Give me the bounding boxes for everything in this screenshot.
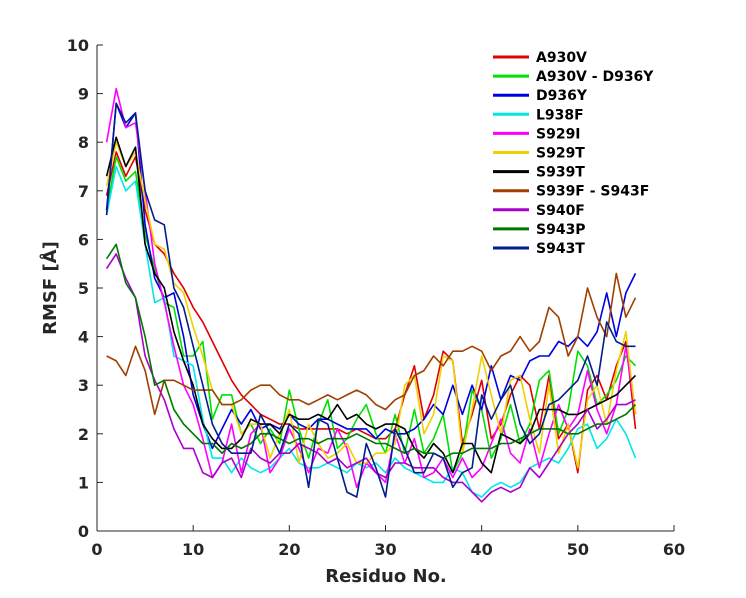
y-tick-label: 3: [78, 376, 89, 395]
y-tick-label: 2: [78, 425, 89, 444]
series-line-s940f: [105, 253, 636, 503]
x-tick-label: 0: [91, 540, 102, 559]
legend-item: A930V - D936Y: [493, 69, 654, 85]
legend-label: L938F: [536, 107, 584, 123]
series-lines: [105, 87, 637, 503]
series-line-s929i: [105, 87, 637, 489]
y-tick-label: 0: [78, 522, 89, 541]
legend-item: S939F - S943F: [493, 184, 649, 200]
x-axis-label: Residuo No.: [325, 566, 447, 587]
legend-label: S943T: [536, 241, 585, 257]
axes: [96, 44, 675, 532]
legend-item: D936Y: [493, 88, 588, 104]
series-line-a930v: [105, 151, 637, 474]
legend-item: S943P: [493, 222, 586, 238]
legend-label: A930V: [536, 50, 587, 66]
x-tick-label: 50: [567, 540, 589, 559]
legend-item: S943T: [493, 241, 585, 257]
legend-item: S929I: [493, 126, 581, 142]
tick-labels: 0 1 2 3 4 5 6 7 8 9 10 0 10 20 30 40 50 60: [67, 36, 685, 559]
y-axis-label: RMSF [Å]: [38, 241, 61, 335]
legend-item: S939T: [493, 165, 585, 181]
y-tick-label: 8: [78, 133, 89, 152]
y-tick-label: 4: [78, 328, 89, 347]
legend-label: A930V - D936Y: [536, 69, 654, 85]
series-line-s939f-s943f: [106, 272, 637, 416]
legend-label: S939F - S943F: [536, 184, 649, 200]
legend-item: A930V: [493, 50, 587, 66]
y-tick-label: 7: [78, 182, 89, 201]
legend-label: D936Y: [536, 88, 588, 104]
legend-label: S939T: [536, 165, 585, 181]
series-line-s943p: [105, 243, 637, 459]
legend-label: S929I: [536, 126, 581, 142]
legend-label: S940F: [536, 203, 585, 219]
y-tick-label: 1: [78, 473, 89, 492]
x-tick-label: 40: [471, 540, 493, 559]
y-tick-label: 5: [78, 279, 89, 298]
x-tick-label: 20: [278, 540, 300, 559]
x-tick-label: 10: [182, 540, 204, 559]
series-line-s943t: [105, 102, 636, 498]
series-line-d936y: [105, 102, 637, 450]
legend-label: S929T: [536, 146, 585, 162]
x-tick-label: 60: [663, 540, 685, 559]
y-tick-label: 9: [78, 85, 89, 104]
legend: A930V A930V - D936Y D936Y L938F S929I S929T S9…: [493, 50, 654, 257]
y-tick-label: 6: [78, 230, 89, 249]
legend-item: L938F: [493, 107, 584, 123]
legend-item: S929T: [493, 146, 585, 162]
legend-label: S943P: [536, 222, 586, 238]
legend-item: S940F: [493, 203, 585, 219]
series-line-s929t: [105, 141, 637, 469]
x-tick-label: 30: [374, 540, 396, 559]
y-tick-label: 10: [67, 36, 89, 55]
